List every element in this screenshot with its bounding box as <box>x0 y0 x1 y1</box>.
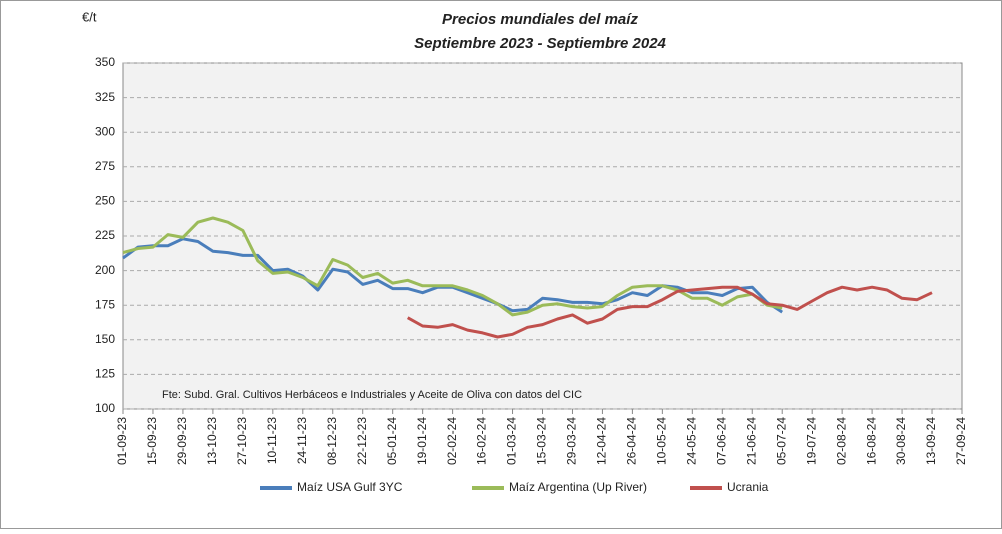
legend-label: Maíz Argentina (Up River) <box>509 480 647 494</box>
x-tick-label: 27-09-24 <box>954 417 968 465</box>
y-tick-label: 200 <box>95 263 115 277</box>
x-tick-label: 24-05-24 <box>684 417 698 465</box>
plot-area <box>122 62 963 410</box>
x-tick-label: 15-03-24 <box>535 417 549 465</box>
series-line <box>122 216 783 317</box>
x-tick-label: 15-09-23 <box>145 417 159 465</box>
x-tick-label: 22-12-23 <box>355 417 369 465</box>
x-tick-label: 16-08-24 <box>864 417 878 465</box>
y-tick-label: 325 <box>95 90 115 104</box>
y-tick-label: 250 <box>95 194 115 208</box>
x-tick-label: 27-10-23 <box>235 417 249 465</box>
x-tick-label: 19-07-24 <box>804 417 818 465</box>
x-tick-label: 10-11-23 <box>265 417 279 464</box>
x-tick-label: 01-03-24 <box>505 417 519 465</box>
y-tick-label: 175 <box>95 297 115 311</box>
x-tick-label: 02-08-24 <box>834 417 848 465</box>
x-tick-label: 05-07-24 <box>774 417 788 465</box>
y-tick-label: 275 <box>95 159 115 173</box>
y-tick-label: 350 <box>95 55 115 69</box>
annotation: Fte: Subd. Gral. Cultivos Herbáceos e In… <box>162 389 582 401</box>
y-unit: €/t <box>82 9 97 24</box>
x-tick-label: 01-09-23 <box>115 417 129 465</box>
x-tick-label: 29-03-24 <box>565 417 579 465</box>
legend-label: Ucrania <box>727 480 769 494</box>
x-tick-label: 02-02-24 <box>445 417 459 465</box>
chart-title: Precios mundiales del maíz <box>442 11 638 28</box>
y-tick-label: 300 <box>95 124 115 138</box>
x-tick-label: 13-10-23 <box>205 417 219 465</box>
x-tick-label: 24-11-23 <box>295 417 309 464</box>
chart-subtitle: Septiembre 2023 - Septiembre 2024 <box>414 35 666 52</box>
y-tick-label: 150 <box>95 332 115 346</box>
x-tick-label: 12-04-24 <box>595 417 609 465</box>
y-tick-label: 225 <box>95 228 115 242</box>
x-tick-label: 13-09-24 <box>924 417 938 465</box>
series-line <box>406 285 933 339</box>
x-tick-label: 16-02-24 <box>475 417 489 465</box>
x-tick-label: 07-06-24 <box>714 417 728 465</box>
x-tick-label: 05-01-24 <box>385 417 399 465</box>
x-tick-label: 29-09-23 <box>175 417 189 465</box>
x-tick-label: 21-06-24 <box>744 417 758 465</box>
x-tick-label: 26-04-24 <box>625 417 639 465</box>
x-tick-label: 08-12-23 <box>325 417 339 465</box>
legend-label: Maíz USA Gulf 3YC <box>297 480 403 494</box>
x-tick-label: 19-01-24 <box>415 417 429 465</box>
y-tick-label: 125 <box>95 367 115 381</box>
y-tick-label: 100 <box>95 401 115 415</box>
x-tick-label: 30-08-24 <box>894 417 908 465</box>
x-tick-label: 10-05-24 <box>655 417 669 465</box>
